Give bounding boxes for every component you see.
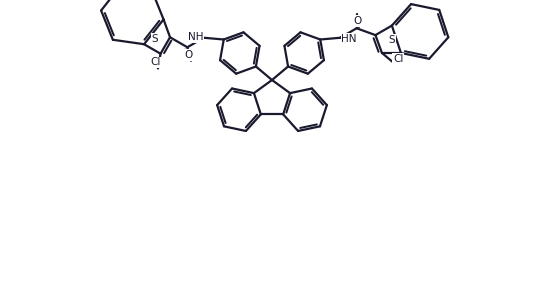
Text: NH: NH xyxy=(188,32,204,42)
Text: Cl: Cl xyxy=(393,54,404,64)
Text: S: S xyxy=(152,34,158,44)
Text: O: O xyxy=(354,16,362,26)
Text: O: O xyxy=(185,50,193,60)
Text: Cl: Cl xyxy=(151,58,161,68)
Text: HN: HN xyxy=(341,34,357,44)
Text: S: S xyxy=(388,35,395,45)
